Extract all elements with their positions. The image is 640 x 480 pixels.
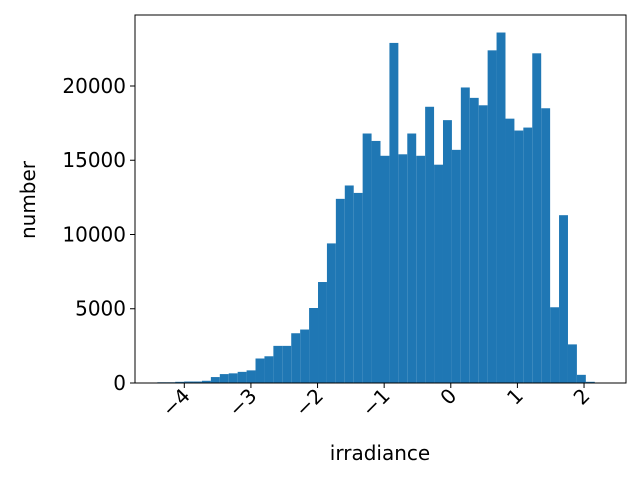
bar — [425, 106, 435, 384]
x-tick-label: −4 — [157, 384, 195, 422]
bar — [184, 381, 194, 383]
bar — [291, 333, 301, 383]
bar — [559, 215, 568, 383]
bar — [246, 370, 256, 383]
bar — [523, 127, 533, 383]
bar — [576, 374, 586, 383]
bar — [219, 374, 229, 383]
bar — [550, 307, 560, 383]
bar — [318, 282, 327, 383]
bar — [389, 42, 399, 384]
bar — [255, 358, 265, 383]
bar — [460, 87, 470, 383]
plot-frame — [134, 14, 627, 384]
x-tick-label: −3 — [224, 384, 262, 422]
bar — [193, 381, 202, 383]
bar — [505, 118, 515, 384]
bar — [353, 192, 363, 383]
y-tick-label: 5000 — [75, 297, 126, 321]
bar — [407, 133, 417, 383]
bar — [451, 149, 461, 383]
y-axis-label: number — [16, 160, 40, 239]
x-tick-label: −1 — [357, 384, 395, 422]
bar — [300, 329, 310, 383]
x-tick-label: 0 — [435, 384, 461, 410]
bar — [469, 97, 479, 384]
y-tick-label: 15000 — [62, 148, 126, 172]
bar — [210, 377, 220, 383]
bar — [532, 53, 542, 384]
bar — [416, 155, 426, 383]
x-axis-label: irradiance — [330, 441, 430, 465]
bar — [175, 381, 185, 383]
y-tick-label: 10000 — [62, 222, 126, 246]
x-tick-label: 2 — [569, 384, 595, 410]
bar — [264, 356, 274, 383]
bar — [237, 371, 247, 383]
bar — [398, 154, 408, 383]
bar — [326, 243, 336, 383]
bar — [228, 373, 238, 383]
bar — [273, 345, 283, 383]
y-tick-label: 20000 — [62, 74, 126, 98]
bar — [541, 108, 551, 384]
bar — [380, 155, 390, 383]
bar — [201, 380, 211, 383]
bar — [585, 381, 595, 383]
bar — [567, 344, 577, 383]
bar — [434, 164, 443, 383]
bar — [309, 308, 319, 383]
bar — [487, 50, 497, 383]
bar — [496, 32, 506, 384]
bar — [371, 140, 381, 383]
bar — [335, 198, 345, 383]
y-tick-label: 0 — [113, 371, 126, 395]
bar — [344, 185, 354, 383]
bar — [514, 130, 524, 383]
bar — [282, 345, 292, 383]
x-tick-label: −2 — [290, 384, 328, 422]
x-tick-label: 1 — [502, 384, 528, 410]
bar — [478, 105, 488, 383]
bar — [442, 120, 452, 384]
bar — [362, 133, 372, 383]
